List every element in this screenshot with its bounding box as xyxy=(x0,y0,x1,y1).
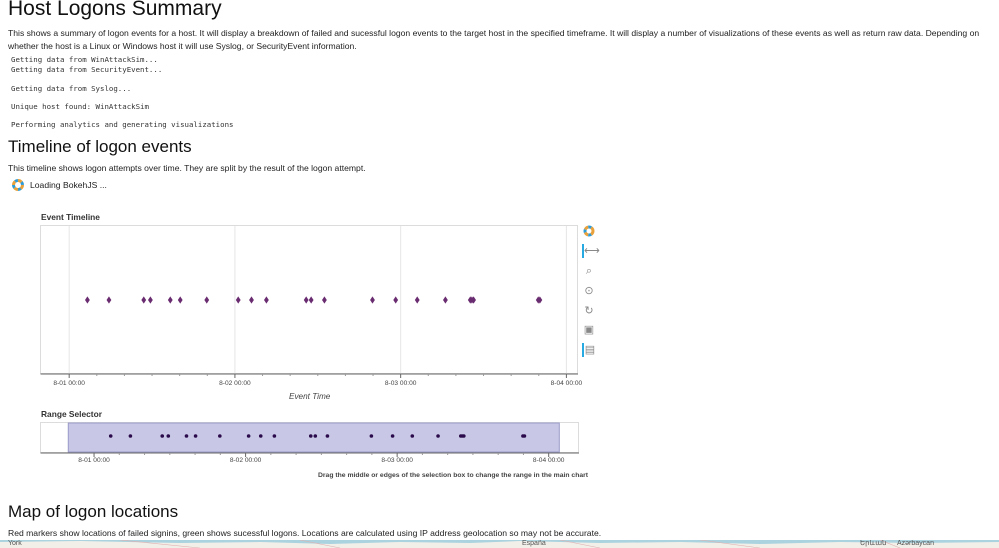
log-line: Getting data from WinAttackSim... xyxy=(11,55,158,64)
event-timeline-chart[interactable] xyxy=(0,222,580,390)
x-tick-label: 8-03 00:00 xyxy=(384,380,417,387)
event-marker xyxy=(272,434,277,438)
logon-map[interactable]: York España Երևան Azərbaycan xyxy=(0,540,999,548)
event-marker xyxy=(108,434,113,438)
x-tick-label: 8-02 00:00 xyxy=(219,380,251,387)
event-marker xyxy=(128,434,133,438)
map-label: York xyxy=(8,540,22,547)
event-marker xyxy=(85,296,90,304)
x-tick-label: 8-02 00:00 xyxy=(229,457,262,464)
log-line: Getting data from Syslog... xyxy=(11,84,132,93)
log-line: Unique host found: WinAttackSim xyxy=(11,102,149,111)
timeline-heading: Timeline of logon events xyxy=(8,137,192,156)
bokeh-logo-icon xyxy=(12,179,24,191)
map-description: Red markers show locations of failed sig… xyxy=(8,528,602,538)
event-marker xyxy=(147,296,153,304)
event-marker xyxy=(313,434,318,438)
event-marker xyxy=(303,296,309,304)
x-tick-label: 8-03 00:00 xyxy=(381,457,413,464)
hover-icon[interactable]: ▤ xyxy=(582,343,596,357)
event-marker xyxy=(390,434,395,438)
plot-frame xyxy=(40,225,578,374)
event-marker xyxy=(258,434,263,438)
event-marker xyxy=(264,296,269,304)
bokeh-loading: Loading BokehJS ... xyxy=(12,179,107,191)
summary-description: This shows a summary of logon events for… xyxy=(8,28,980,51)
timeline-description: This timeline shows logon attempts over … xyxy=(8,163,366,173)
event-marker xyxy=(537,296,543,304)
range-selection-box[interactable] xyxy=(67,422,560,453)
event-marker xyxy=(322,296,327,304)
event-marker xyxy=(369,434,374,438)
chart-toolbar: ⟷ ⌕ ⊙ ↻ ▣ ▤ xyxy=(578,222,600,362)
box-zoom-icon[interactable]: ⌕ xyxy=(585,265,593,277)
range-selector-title: Range Selector xyxy=(41,409,102,419)
event-marker xyxy=(325,434,330,438)
x-axis-title: Event Time xyxy=(289,392,331,401)
event-marker xyxy=(410,434,415,438)
x-tick-label: 8-01 00:00 xyxy=(78,457,110,464)
event-marker xyxy=(436,434,440,438)
event-marker xyxy=(443,296,448,304)
event-marker xyxy=(393,296,399,304)
event-marker xyxy=(235,296,241,304)
event-marker xyxy=(177,296,183,304)
pan-icon[interactable]: ⟷ xyxy=(582,244,600,258)
bokeh-logo-icon[interactable] xyxy=(582,225,596,239)
event-marker xyxy=(370,296,375,304)
x-tick-label: 8-04 00:00 xyxy=(532,457,565,464)
event-marker xyxy=(184,434,189,438)
log-line: Performing analytics and generating visu… xyxy=(11,120,234,129)
event-marker xyxy=(246,434,251,438)
event-marker xyxy=(249,296,254,304)
event-marker xyxy=(414,296,420,304)
event-marker xyxy=(167,296,173,304)
x-tick-label: 8-01 00:00 xyxy=(53,380,85,387)
reset-icon[interactable]: ↻ xyxy=(584,305,594,317)
loading-text: Loading BokehJS ... xyxy=(30,180,107,190)
event-marker xyxy=(166,434,171,438)
map-label: Azərbaycan xyxy=(897,540,934,547)
event-marker xyxy=(471,296,476,304)
event-marker xyxy=(204,296,210,304)
event-marker xyxy=(141,296,147,304)
event-marker xyxy=(193,434,198,438)
event-marker xyxy=(462,434,466,438)
event-marker xyxy=(160,434,165,438)
event-timeline-title: Event Timeline xyxy=(41,212,100,222)
map-label: Երևան xyxy=(860,540,887,547)
map-heading: Map of logon locations xyxy=(8,502,179,521)
event-marker xyxy=(308,296,314,304)
event-marker xyxy=(522,434,527,438)
range-selector-chart[interactable] xyxy=(0,420,580,458)
event-marker xyxy=(106,296,112,304)
map-label: España xyxy=(522,540,546,547)
page-title: Host Logons Summary xyxy=(8,0,222,20)
event-marker xyxy=(218,434,222,438)
log-line: Getting data from SecurityEvent... xyxy=(11,65,163,74)
map-land xyxy=(0,540,999,548)
wheel-zoom-icon[interactable]: ⊙ xyxy=(584,285,594,297)
x-tick-label: 8-04 00:00 xyxy=(550,380,583,387)
event-marker xyxy=(308,434,313,438)
save-icon[interactable]: ▣ xyxy=(583,324,595,336)
range-selector-hint: Drag the middle or edges of the selectio… xyxy=(318,472,589,479)
